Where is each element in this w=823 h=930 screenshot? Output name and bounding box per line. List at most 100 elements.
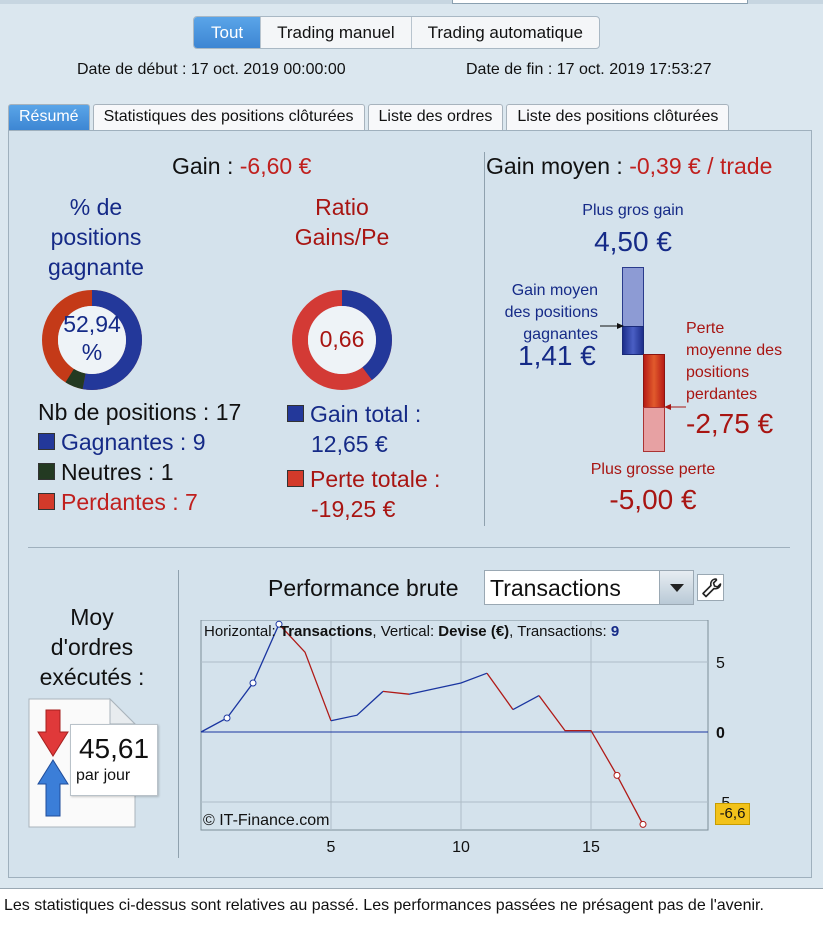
win-rate-number: 52,94 xyxy=(63,311,121,337)
gmg-line2: des positions xyxy=(504,304,598,321)
x-tick-label: 15 xyxy=(582,839,600,856)
end-date: Date de fin : 17 oct. 2019 17:53:27 xyxy=(466,61,712,78)
series-line xyxy=(538,695,644,825)
gain-heading: Gain : -6,60 € xyxy=(172,153,311,180)
tab-liste-positions[interactable]: Liste des positions clôturées xyxy=(506,104,730,130)
moy-line1: Moy xyxy=(70,604,114,630)
moy-line3: exécutés : xyxy=(39,664,145,690)
pm-line3: positions xyxy=(686,364,750,381)
performance-select-value: Transactions xyxy=(490,575,621,601)
series-line xyxy=(408,672,488,695)
tab-liste-ordres[interactable]: Liste des ordres xyxy=(367,104,504,130)
chart-v-value: Devise (€) xyxy=(438,623,510,640)
tab-resume[interactable]: Résumé xyxy=(8,104,90,130)
gagnantes-label: Gagnantes : 9 xyxy=(61,429,206,455)
y-tick-label: 5 xyxy=(716,655,725,672)
perte-totale-legend: Perte totale : -19,25 € xyxy=(287,464,440,524)
neutres-swatch xyxy=(38,463,55,481)
gagnantes-swatch xyxy=(38,433,55,451)
gain-total-swatch xyxy=(287,405,304,423)
pm-line4: perdantes xyxy=(686,386,758,403)
series-line xyxy=(486,672,514,710)
ratio-title-line1: Ratio xyxy=(315,194,369,220)
gain-moyen-gagnantes-value: 1,41 € xyxy=(518,340,596,371)
gain-label: Gain : xyxy=(172,153,240,179)
pm-line1: Perte xyxy=(686,320,725,337)
tab-bar: Résumé Statistiques des positions clôtur… xyxy=(8,104,730,130)
perte-totale-label: Perte totale : xyxy=(310,466,441,492)
chart-t-value: 9 xyxy=(610,623,620,640)
moy-ordres-unit: par jour xyxy=(76,767,131,784)
horizontal-divider xyxy=(28,547,790,548)
gain-value: -6,60 € xyxy=(239,153,312,179)
gain-bar-avg xyxy=(622,326,644,355)
mode-selector: Tout Trading manuel Trading automatique xyxy=(193,16,600,49)
perdantes-swatch xyxy=(38,493,55,511)
gain-moyen-label: Gain moyen : xyxy=(486,153,630,179)
data-point xyxy=(275,620,283,628)
win-rate-value: 52,94 % xyxy=(40,310,144,366)
gain-moyen-heading: Gain moyen : -0,39 € / trade xyxy=(486,153,772,180)
mode-tab-tout[interactable]: Tout xyxy=(194,17,262,48)
data-point xyxy=(613,771,621,779)
donut-center xyxy=(58,306,126,374)
perdantes-legend: Perdantes : 7 xyxy=(38,489,198,516)
ratio-donut-center xyxy=(308,306,376,374)
dropdown-button[interactable] xyxy=(659,571,693,604)
perte-totale-swatch xyxy=(287,470,304,488)
chart-h-value: Transactions xyxy=(279,623,373,640)
gain-moyen-value: -0,39 € / trade xyxy=(629,153,773,179)
performance-label: Performance brute xyxy=(268,575,459,601)
chart-header: Horizontal: Transactions, Vertical: Devi… xyxy=(204,623,619,640)
data-point xyxy=(249,679,257,687)
plus-gros-gain-label: Plus gros gain xyxy=(582,202,684,219)
chart-t-label: , Transactions: xyxy=(509,623,611,640)
chevron-down-icon xyxy=(670,584,684,592)
moy-line2: d'ordres xyxy=(50,634,134,660)
ratio-value: 0,66 xyxy=(319,326,365,352)
perte-bar-avg xyxy=(643,354,665,408)
plus-grosse-perte-label: Plus grosse perte xyxy=(590,461,716,478)
win-rate-percent: % xyxy=(81,339,103,365)
gmg-line1: Gain moyen xyxy=(511,282,598,299)
start-date: Date de début : 17 oct. 2019 00:00:00 xyxy=(77,61,346,78)
gain-total-label: Gain total : xyxy=(310,401,422,427)
plus-grosse-perte-value: -5,00 € xyxy=(609,484,697,515)
y-tick-label: 0 xyxy=(716,725,725,742)
nb-positions: Nb de positions : 17 xyxy=(38,399,242,425)
performance-select[interactable]: Transactions xyxy=(484,570,694,605)
series-line xyxy=(278,623,332,722)
mode-tab-auto[interactable]: Trading automatique xyxy=(427,23,583,42)
data-point xyxy=(639,820,647,828)
gagnantes-legend: Gagnantes : 9 xyxy=(38,429,206,456)
gain-bar-upper xyxy=(622,267,644,327)
moy-ordres-box: 45,61 par jour xyxy=(70,724,158,796)
chart-v-label: , Vertical: xyxy=(372,623,439,640)
pct-gagnante-title: % de positions gagnante xyxy=(30,192,162,282)
x-tick-label: 5 xyxy=(327,839,336,856)
perdantes-label: Perdantes : 7 xyxy=(61,489,198,515)
chart-h-label: Horizontal: xyxy=(204,623,280,640)
gain-total-legend: Gain total : 12,65 € xyxy=(287,399,421,459)
ratio-donut-gain xyxy=(292,290,392,390)
pct-title-line1: % de xyxy=(69,194,123,220)
wrench-icon xyxy=(702,578,722,598)
chart-last-value: -6,6 xyxy=(715,803,750,825)
x-tick-label: 10 xyxy=(452,839,470,856)
moy-ordres-value: 45,61 xyxy=(78,733,150,764)
settings-button[interactable] xyxy=(697,574,724,601)
lower-vertical-divider xyxy=(178,570,179,858)
top-scroll-strip xyxy=(0,0,823,4)
mode-tab-manuel[interactable]: Trading manuel xyxy=(261,17,412,48)
disclaimer: Les statistiques ci-dessus sont relative… xyxy=(0,888,823,930)
neutres-label: Neutres : 1 xyxy=(61,459,174,485)
data-point xyxy=(223,714,231,722)
perte-totale-value: -19,25 € xyxy=(311,496,396,522)
moy-ordres-title: Moy d'ordres exécutés : xyxy=(18,602,166,692)
top-scroll-thumb[interactable] xyxy=(452,0,748,4)
perte-moyenne-value: -2,75 € xyxy=(686,408,774,439)
pm-line2: moyenne des xyxy=(686,342,783,359)
plus-gros-gain-value: 4,50 € xyxy=(594,226,672,257)
tab-statistiques[interactable]: Statistiques des positions clôturées xyxy=(92,104,365,130)
